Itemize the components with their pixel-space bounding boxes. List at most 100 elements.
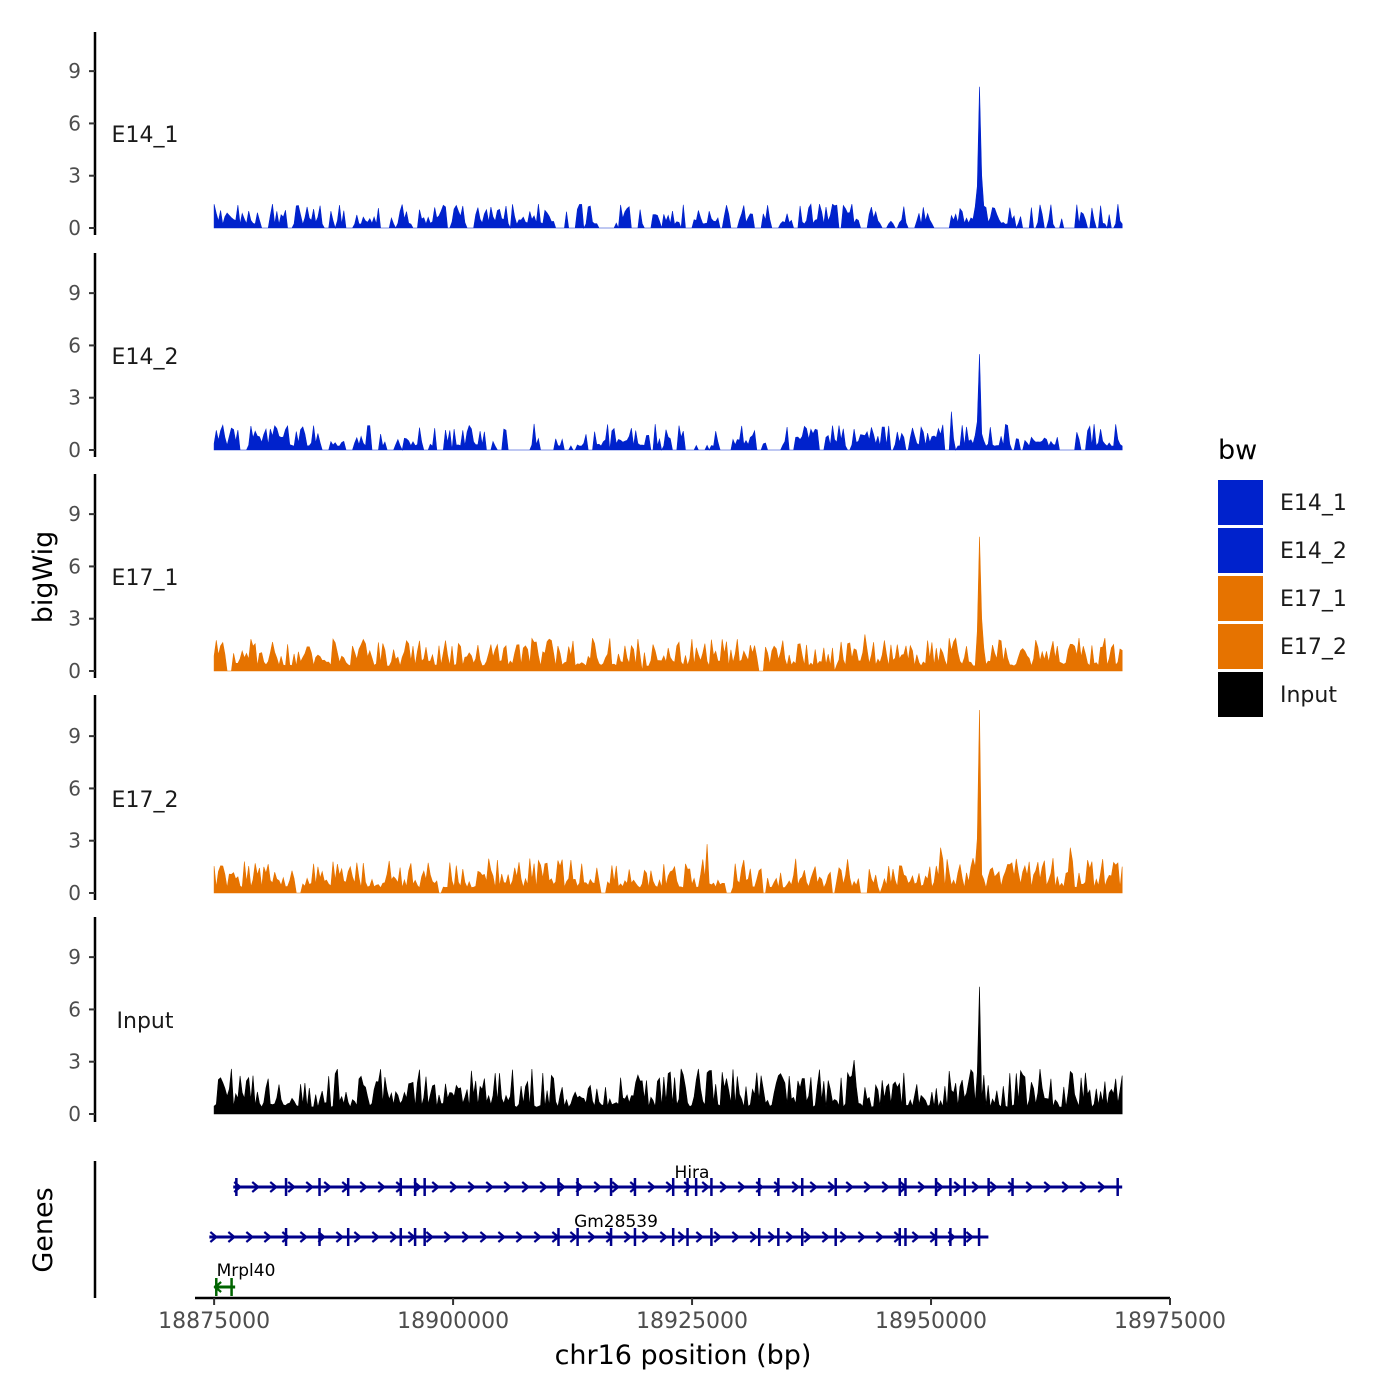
exon-mark: [399, 1178, 403, 1196]
strand-chevron: [737, 1181, 746, 1193]
gene-Mrpl40: Mrpl40: [213, 1261, 276, 1296]
strand-chevron: [377, 1181, 386, 1193]
y-tick-label: 0: [68, 1102, 81, 1126]
exon-mark: [235, 1178, 238, 1196]
y-tick-label: 0: [68, 438, 81, 462]
strand-chevron: [803, 1231, 813, 1243]
y-tick-label: 0: [68, 216, 81, 240]
exon-mark: [963, 1228, 966, 1246]
x-tick-label: 18975000: [1114, 1309, 1226, 1334]
strand-chevron: [371, 1231, 381, 1243]
signal-area-E14_1: [213, 86, 1123, 230]
strand-chevron: [335, 1231, 345, 1243]
x-tick-label: 18900000: [397, 1309, 509, 1334]
exon-mark: [609, 1178, 613, 1196]
strand-chevron: [1061, 1181, 1070, 1193]
strand-chevron: [539, 1181, 548, 1193]
exon-mark: [934, 1228, 938, 1246]
exon-mark: [757, 1178, 761, 1196]
signal-area-E17_1: [213, 536, 1123, 672]
exon-mark: [671, 1178, 675, 1196]
strand-chevron: [299, 1231, 309, 1243]
exon-mark: [609, 1228, 613, 1246]
y-axis-title: bigWig: [28, 531, 59, 624]
strand-chevron: [989, 1181, 998, 1193]
gene-Hira: Hira: [233, 1163, 1123, 1196]
exon-mark: [898, 1178, 901, 1196]
legend-swatch-E17_1: [1218, 576, 1263, 621]
track-label: E14_2: [112, 345, 179, 370]
strand-chevron: [821, 1231, 831, 1243]
strand-chevron: [863, 1181, 872, 1193]
exon-mark: [318, 1228, 321, 1246]
exon-mark: [904, 1228, 907, 1246]
strand-chevron: [809, 1181, 818, 1193]
exon-mark: [834, 1228, 837, 1246]
strand-chevron: [353, 1231, 363, 1243]
exon-mark: [633, 1178, 637, 1196]
y-tick-label: 6: [68, 997, 81, 1021]
strand-chevron: [443, 1231, 453, 1243]
y-tick-label: 3: [68, 607, 81, 631]
y-tick-label: 0: [68, 881, 81, 905]
exon-mark: [710, 1178, 713, 1196]
strand-chevron: [677, 1231, 687, 1243]
strand-chevron: [953, 1181, 962, 1193]
strand-chevron: [917, 1181, 926, 1193]
x-tick-label: 18875000: [158, 1309, 270, 1334]
y-tick-label: 3: [68, 164, 81, 188]
exon-mark: [413, 1178, 417, 1196]
exon-mark: [987, 1178, 990, 1196]
strand-chevron: [719, 1181, 728, 1193]
strand-chevron: [569, 1231, 579, 1243]
exon-mark: [777, 1228, 780, 1246]
strand-chevron: [1079, 1181, 1088, 1193]
strand-chevron: [485, 1181, 494, 1193]
strand-chevron: [521, 1181, 530, 1193]
strand-chevron: [533, 1231, 543, 1243]
exon-mark: [557, 1228, 560, 1246]
y-tick-label: 6: [68, 333, 81, 357]
y-tick-label: 9: [68, 281, 81, 305]
strand-chevron: [593, 1181, 602, 1193]
strand-chevron: [323, 1181, 332, 1193]
strand-chevron: [431, 1181, 440, 1193]
strand-chevron: [425, 1231, 435, 1243]
signal-area-E14_2: [213, 354, 1123, 451]
strand-chevron: [287, 1181, 296, 1193]
strand-chevron: [695, 1231, 705, 1243]
track-label: E17_2: [112, 788, 179, 813]
strand-chevron: [965, 1231, 975, 1243]
y-tick-label: 6: [68, 776, 81, 800]
strand-chevron: [227, 1231, 237, 1243]
strand-chevron: [389, 1231, 399, 1243]
exon-mark: [949, 1228, 952, 1246]
strand-chevron: [305, 1181, 314, 1193]
strand-chevron: [641, 1231, 651, 1243]
strand-chevron: [209, 1231, 219, 1243]
track-label: E17_1: [112, 566, 179, 591]
gene-label: Mrpl40: [217, 1261, 276, 1281]
legend-swatch-E17_2: [1218, 624, 1263, 669]
exon-mark: [423, 1228, 426, 1246]
strand-chevron: [785, 1231, 795, 1243]
exon-mark: [777, 1178, 780, 1196]
y-tick-label: 9: [68, 502, 81, 526]
exon-mark: [230, 1278, 233, 1296]
exon-mark: [576, 1178, 579, 1196]
strand-chevron: [971, 1181, 980, 1193]
legend-label-E14_1: E14_1: [1280, 491, 1347, 516]
exon-mark: [904, 1178, 907, 1196]
exon-mark: [576, 1228, 579, 1246]
exon-mark: [934, 1178, 938, 1196]
exon-mark: [686, 1178, 689, 1196]
track-E17_2: 0 3 6 9 E17_2: [68, 695, 1123, 905]
track-E14_2: 0 3 6 9 E14_2: [68, 253, 1123, 462]
exon-mark: [215, 1278, 218, 1296]
exon-mark: [1116, 1178, 1119, 1196]
x-axis: 18875000 18900000 18925000 18950000 18975000: [158, 1296, 1226, 1334]
strand-chevron: [461, 1231, 471, 1243]
strand-chevron: [683, 1181, 692, 1193]
exon-mark: [834, 1178, 837, 1196]
